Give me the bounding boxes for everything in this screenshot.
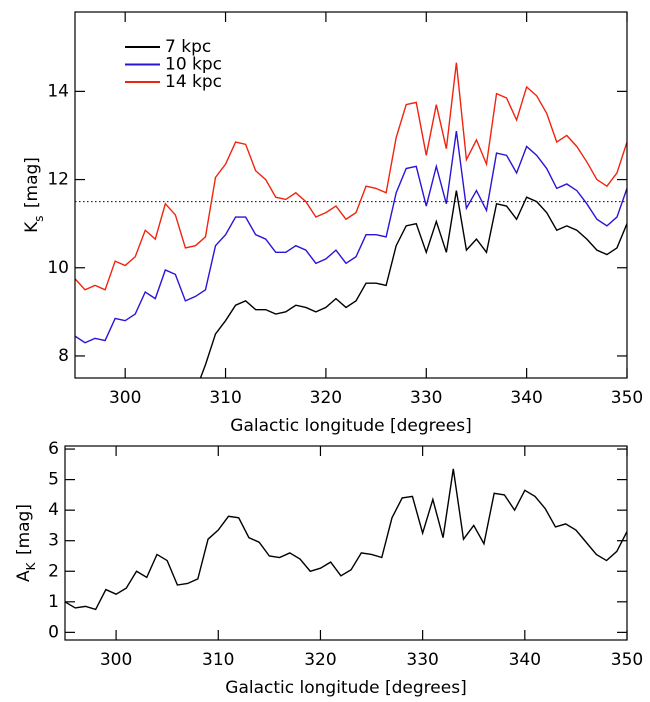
y-axis-title-part: K xyxy=(24,561,38,570)
y-tick-label: 1 xyxy=(48,592,59,612)
series-line xyxy=(65,468,627,611)
x-tick-label: 350 xyxy=(611,650,643,670)
series-line xyxy=(75,62,627,291)
y-tick-label: 12 xyxy=(47,170,69,190)
x-tick-label: 310 xyxy=(202,650,234,670)
y-tick-label: 10 xyxy=(47,258,69,278)
legend-label: 14 kpc xyxy=(165,72,222,92)
series-line xyxy=(75,130,627,344)
y-axis-title-part: s xyxy=(32,216,46,222)
series-line xyxy=(199,190,627,378)
y-tick-label: 3 xyxy=(48,531,59,551)
plot-area xyxy=(65,468,627,611)
axes-frame xyxy=(64,445,628,641)
x-axis-title: Galactic longitude [degrees] xyxy=(225,678,466,698)
y-axis-title-part: [mag] xyxy=(22,157,42,213)
x-tick-label: 320 xyxy=(310,388,342,408)
y-tick-label: 0 xyxy=(48,622,59,642)
x-tick-label: 300 xyxy=(109,388,141,408)
x-tick-label: 310 xyxy=(209,388,241,408)
x-tick-label: 340 xyxy=(510,388,542,408)
x-tick-label: 330 xyxy=(406,650,438,670)
axes-frame xyxy=(74,11,628,379)
x-axis-title: Galactic longitude [degrees] xyxy=(230,416,471,436)
y-axis-title-part: A xyxy=(14,570,34,582)
plot-area xyxy=(75,62,627,378)
y-tick-label: 14 xyxy=(47,81,69,101)
y-axis-title: Ks [mag] xyxy=(22,157,46,233)
x-tick-label: 320 xyxy=(304,650,336,670)
x-tick-label: 300 xyxy=(100,650,132,670)
y-tick-label: 4 xyxy=(48,500,59,520)
y-axis-title-part: [mag] xyxy=(14,504,34,560)
y-axis-title: AK [mag] xyxy=(14,504,38,582)
legend-label: 7 kpc xyxy=(165,37,211,57)
y-tick-label: 6 xyxy=(48,439,59,459)
y-tick-label: 8 xyxy=(58,346,69,366)
legend-label: 10 kpc xyxy=(165,55,222,75)
x-tick-label: 340 xyxy=(509,650,541,670)
x-tick-label: 350 xyxy=(611,388,643,408)
y-tick-label: 2 xyxy=(48,561,59,581)
y-axis-title-part: K xyxy=(22,221,42,233)
y-tick-label: 5 xyxy=(48,470,59,490)
x-tick-label: 330 xyxy=(410,388,442,408)
